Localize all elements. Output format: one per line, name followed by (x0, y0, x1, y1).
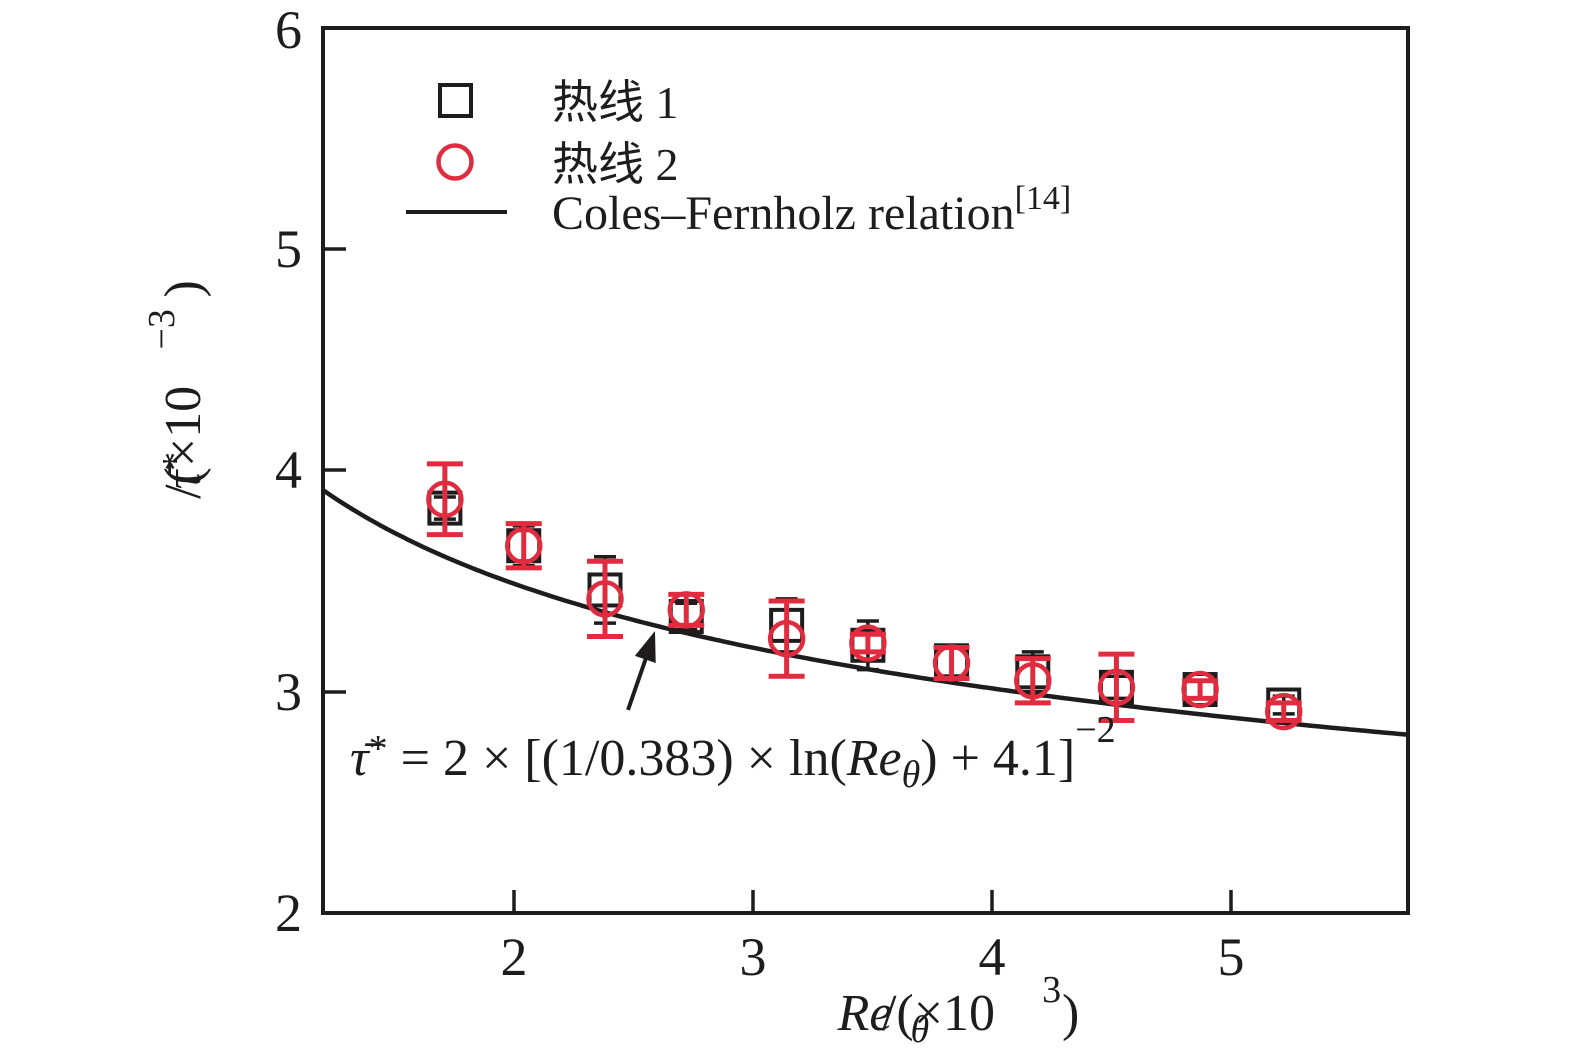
legend-label-hotwire1: 热线 1 (552, 77, 679, 128)
hotwire2-marker (849, 624, 887, 662)
x-tick-label: 2 (501, 927, 528, 987)
hotwire2-marker (504, 526, 543, 565)
y-tick-label: 6 (275, 0, 302, 60)
x-axis-label-rest: /(×10 (882, 985, 995, 1042)
y-tick-label: 3 (275, 662, 302, 722)
legend-item-relation: Coles–Fernholz relation[14] (406, 180, 1071, 240)
hotwire2-point (426, 461, 464, 538)
y-axis-ticks (325, 247, 346, 694)
legend: 热线 1 热线 2 Coles–Fernholz relation[14] (406, 77, 1071, 240)
hotwire2-point (767, 598, 806, 679)
y-axis-tick-labels: 2 3 4 5 6 (275, 0, 302, 943)
hotwire2-marker (1181, 670, 1219, 709)
annotation-theta: θ (902, 754, 921, 796)
hotwire2-point (1181, 670, 1219, 709)
y-tick-label: 2 (275, 883, 302, 943)
x-axis-label-re: Re (837, 985, 893, 1042)
hotwire2-point (667, 591, 706, 629)
x-axis-label-exp: 3 (1042, 969, 1061, 1011)
x-axis-tick-labels: 2 3 4 5 (501, 927, 1245, 987)
hotwire2-marker (1097, 668, 1136, 707)
x-axis-label: Re θ/(×10 3) (837, 969, 1080, 1051)
x-tick-label: 3 (740, 927, 767, 987)
hotwire2-point (1097, 651, 1136, 724)
hotwire2-marker (932, 644, 971, 682)
hotwire2-point (1264, 692, 1303, 731)
annotation-tail: ) + 4.1] (920, 730, 1075, 787)
hotwire2-point (504, 521, 543, 571)
legend-label-relation-citation: [14] (1015, 180, 1072, 217)
y-axis-label: τ̄*/(×10−3) (141, 280, 212, 499)
hotwire2-marker (667, 591, 706, 629)
x-axis-ticks (512, 890, 1233, 911)
legend-label-relation: Coles–Fernholz relation[14] (552, 180, 1071, 240)
hotwire2-point (586, 558, 624, 639)
hotwire2-marker (767, 619, 806, 658)
annotation-re: Re (846, 730, 902, 787)
relation-curve-layer (321, 488, 1409, 737)
x-tick-label: 5 (1218, 927, 1245, 987)
y-tick-label: 4 (275, 440, 302, 500)
legend-circle-marker (436, 143, 474, 181)
y-axis-label-rest: /(×10 (155, 386, 212, 499)
legend-label-hotwire2: 热线 2 (552, 139, 679, 190)
legend-item-hotwire1: 热线 1 (438, 77, 679, 128)
hotwire2-point (849, 624, 887, 662)
hotwire2-marker (1264, 692, 1303, 731)
y-axis-label-star: * (155, 452, 197, 471)
annotation-mid: = 2 × [(1/0.383) × ln( (388, 730, 847, 787)
plot-frame (321, 26, 1410, 915)
data-series-layer (426, 461, 1303, 731)
hotwire2-marker (1014, 661, 1052, 700)
annotation-exponent: −2 (1075, 709, 1115, 751)
annotation-formula: τ̄* = 2 × [(1/0.383) × ln(Reθ) + 4.1]−2 (350, 709, 1116, 796)
y-axis-label-close: ) (155, 280, 212, 297)
y-tick-label: 5 (275, 219, 302, 279)
annotation-arrow-shaft (626, 657, 648, 711)
y-axis-label-exp: −3 (141, 309, 183, 349)
annotation-arrow-head (634, 631, 656, 663)
annotation: τ̄* = 2 × [(1/0.383) × ln(Reθ) + 4.1]−2 (350, 631, 1116, 796)
relation-curve (321, 488, 1409, 737)
hotwire2-point (932, 644, 971, 682)
legend-square-marker (438, 83, 473, 118)
x-axis-label-theta: θ (911, 1009, 930, 1051)
hotwire2-point (1014, 656, 1052, 706)
legend-item-hotwire2: 热线 2 (436, 139, 679, 190)
hotwire2-marker (586, 580, 624, 618)
hotwire2-marker (426, 480, 464, 519)
x-tick-label: 4 (979, 927, 1006, 987)
x-axis-label-close: ) (1062, 985, 1079, 1042)
annotation-star: * (369, 728, 388, 770)
